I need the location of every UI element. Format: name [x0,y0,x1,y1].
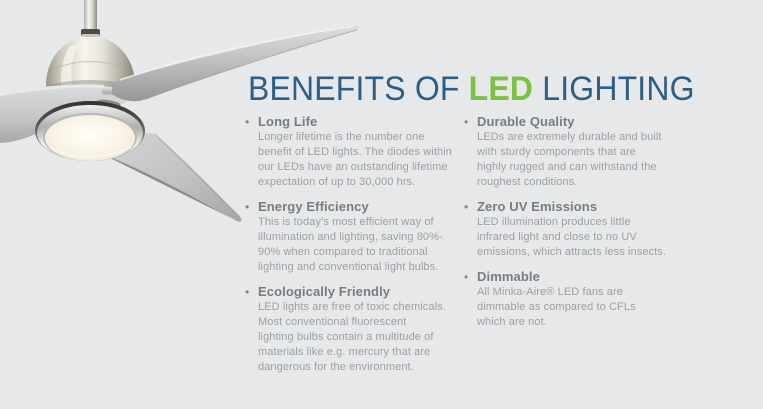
benefit-heading: Long Life [258,114,318,129]
title-led-highlight: LED [468,70,534,108]
benefit-item-dimmable: • Dimmable All Minka-Aire® LED fans are … [464,269,692,330]
fan-downrod [81,0,100,37]
bullet-icon: • [245,115,250,129]
bullet-icon: • [464,270,469,284]
benefit-heading: Energy Efficiency [258,199,369,214]
fan-led-light [35,101,145,161]
benefit-item-long-life: • Long Life Longer lifetime is the numbe… [245,114,473,190]
benefit-item-zero-uv-emissions: • Zero UV Emissions LED illumination pro… [464,199,692,260]
benefit-heading: Zero UV Emissions [477,199,598,214]
page-title: BENEFITS OF LED LIGHTING [248,71,695,107]
ceiling-fan-image [0,0,359,222]
benefit-item-ecologically-friendly: • Ecologically Friendly LED lights are f… [245,284,473,375]
led-lens [45,115,135,161]
benefit-body: All Minka-Aire® LED fans are dimmable as… [477,286,636,328]
benefit-body: This is today’s most efficient way of il… [258,216,443,273]
fan-blade-right [112,25,359,102]
bullet-icon: • [464,200,469,214]
benefits-column-left: • Long Life Longer lifetime is the numbe… [245,114,473,384]
benefit-body: LEDs are extremely durable and built wit… [477,131,662,188]
benefit-body: LED illumination produces little infrare… [477,216,667,258]
benefit-body: LED lights are free of toxic chemicals. … [258,301,446,373]
benefit-heading: Ecologically Friendly [258,284,391,299]
benefit-item-durable-quality: • Durable Quality LEDs are extremely dur… [464,114,692,190]
benefit-body: Longer lifetime is the number one benefi… [258,131,452,188]
title-suffix: LIGHTING [533,70,695,108]
benefits-column-right: • Durable Quality LEDs are extremely dur… [464,114,692,339]
benefit-item-energy-efficiency: • Energy Efficiency This is today’s most… [245,199,473,275]
benefit-heading: Durable Quality [477,114,575,129]
benefit-heading: Dimmable [477,269,540,284]
bullet-icon: • [245,285,250,299]
bullet-icon: • [245,200,250,214]
bullet-icon: • [464,115,469,129]
title-prefix: BENEFITS OF [248,70,469,108]
